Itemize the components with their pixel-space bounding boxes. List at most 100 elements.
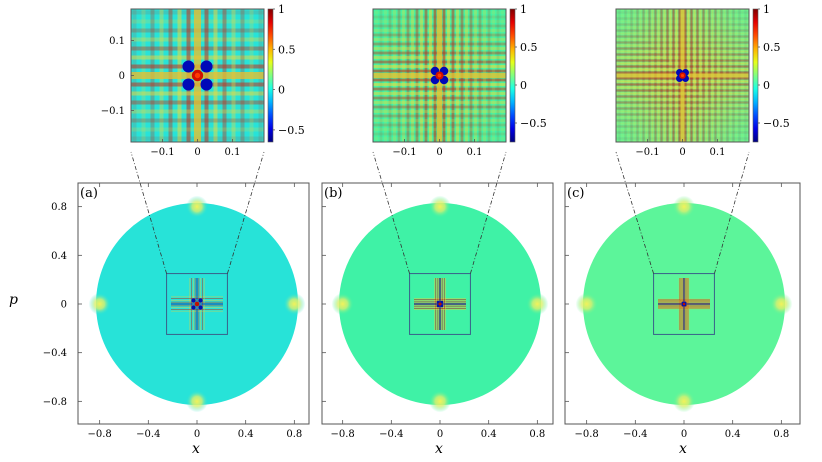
x-tick-label: −0.4: [136, 429, 160, 440]
x-tick-label: 0: [437, 429, 443, 440]
colorbar-tick-label: −0.5: [763, 117, 790, 130]
x-tick-label: −0.8: [575, 429, 599, 440]
inset-negative-lobe-2: [182, 78, 195, 91]
colorbar-tick-label: 0.5: [520, 41, 538, 54]
inset-negative-lobe-0: [182, 60, 195, 73]
x-tick-label: 0.8: [773, 429, 789, 440]
x-tick-label: 0.8: [529, 429, 545, 440]
connector-right: [714, 151, 750, 274]
y-tick-label: 0.8: [51, 202, 67, 213]
peak-2: [673, 390, 695, 413]
inset-a: −0.1 0 0.1 0.1 0 −0.1 1 0.5 0 −0.5: [101, 2, 305, 158]
inset-image: [373, 9, 506, 142]
panel-c-letter: (c): [567, 186, 584, 201]
inset-fringe-h: [616, 143, 749, 145]
panel-a-x-label: x: [192, 441, 200, 457]
inset-fringe-h: [131, 2, 264, 6]
peak-0: [186, 195, 208, 218]
center-lobe-0: [191, 298, 196, 303]
x-tick-label: −0.8: [331, 429, 355, 440]
inset-fringe-h: [616, 5, 749, 7]
panel-b-frame: [321, 182, 554, 425]
inset-c: −0.1 0 0.1 1 0.5 0 −0.5: [612, 3, 790, 158]
panel-c-frame: [564, 182, 801, 425]
peak-3: [575, 293, 598, 315]
center-peak: [438, 302, 442, 306]
colorbar: [752, 8, 759, 143]
zoom-box: [166, 273, 228, 335]
inset-image: [131, 2, 264, 142]
x-tick-label: −0.4: [623, 429, 647, 440]
x-tick-label: −0.8: [88, 429, 112, 440]
center-peak: [194, 301, 200, 307]
connector-left: [372, 151, 410, 274]
peak-1: [526, 293, 549, 315]
colorbar-tick-label: 1: [763, 3, 770, 16]
inset-fringe-v: [612, 9, 614, 142]
colorbar-tick-label: 0.5: [278, 43, 296, 56]
colorbar-tick-label: 0.5: [763, 41, 781, 54]
x-tick-label: 0.4: [481, 429, 497, 440]
peak-1: [770, 293, 793, 315]
inset-x-tick-label: 0.1: [467, 147, 483, 158]
panel-c: (c) x −0.8 −0.4 0 0.4 0.8: [564, 151, 801, 457]
connector-right: [227, 151, 265, 274]
inset-center-peak-core: [680, 73, 685, 78]
x-tick-label: 0.4: [238, 429, 254, 440]
peak-0: [429, 195, 451, 218]
x-tick-label: 0.8: [286, 429, 302, 440]
panel-a-letter: (a): [80, 186, 98, 201]
connector-left: [615, 151, 654, 274]
y-tick-label: −0.4: [43, 348, 67, 359]
center-peak: [682, 302, 686, 306]
inset-x-tick-label: 0: [679, 147, 685, 158]
x-tick-label: −0.4: [379, 429, 403, 440]
panel-b-letter: (b): [324, 186, 342, 201]
colorbar-tick-label: 1: [278, 3, 285, 16]
y-tick-label: 0: [61, 300, 67, 311]
panel-a-frame: [77, 182, 310, 425]
colorbar-tick-label: 0: [520, 79, 527, 92]
panel-c-x-label: x: [679, 441, 687, 457]
panel-b: (b) x −0.8 −0.4 0 0.4 0.8: [321, 151, 554, 457]
inset-x-tick-label: −0.1: [150, 147, 174, 158]
inset-image: [612, 5, 752, 145]
panel-a: (a) x −0.8 −0.4 0 0.4 0.8 0.8 0.4 0 −0.4 −0.8: [43, 151, 310, 457]
inset-y-tick-label: −0.1: [101, 106, 125, 117]
x-tick-label: 0.4: [725, 429, 741, 440]
connector-left: [130, 151, 167, 274]
x-tick-label: 0: [681, 429, 687, 440]
zoom-box: [653, 273, 715, 335]
colorbar-tick-label: 0: [763, 79, 770, 92]
colorbar-tick-label: −0.5: [520, 117, 547, 130]
colorbar-tick-label: 0: [278, 84, 285, 97]
colorbar-tick-label: −0.5: [278, 124, 305, 137]
y-axis-label: p: [9, 292, 18, 308]
inset-x-tick-label: 0.1: [710, 147, 726, 158]
peak-2: [429, 390, 451, 413]
panel-b-x-label: x: [435, 441, 443, 457]
inset-y-tick-label: 0.1: [109, 36, 125, 47]
center-lobe-2: [191, 305, 196, 310]
colorbar: [267, 8, 274, 143]
connector-right: [470, 151, 507, 274]
y-tick-label: −0.8: [43, 397, 67, 408]
inset-negative-lobe-1: [200, 60, 213, 73]
inset-x-tick-label: −0.1: [392, 147, 416, 158]
inset-negative-lobe-3: [200, 78, 213, 91]
inset-center-peak-core: [437, 73, 442, 78]
inset-b: −0.1 0 0.1 1 0.5 0 −0.5: [372, 3, 547, 158]
inset-x-tick-label: 0: [194, 147, 200, 158]
inset-x-tick-label: −0.1: [635, 147, 659, 158]
inset-fringe-v: [750, 9, 752, 142]
zoom-box: [409, 273, 471, 335]
inset-y-tick-label: 0: [119, 71, 125, 82]
peak-0: [673, 195, 695, 218]
peak-2: [186, 390, 208, 413]
inset-x-tick-label: 0: [436, 147, 442, 158]
inset-center-peak-core: [194, 72, 201, 79]
colorbar: [509, 8, 516, 143]
peak-3: [88, 293, 111, 315]
x-tick-label: 0: [194, 429, 200, 440]
